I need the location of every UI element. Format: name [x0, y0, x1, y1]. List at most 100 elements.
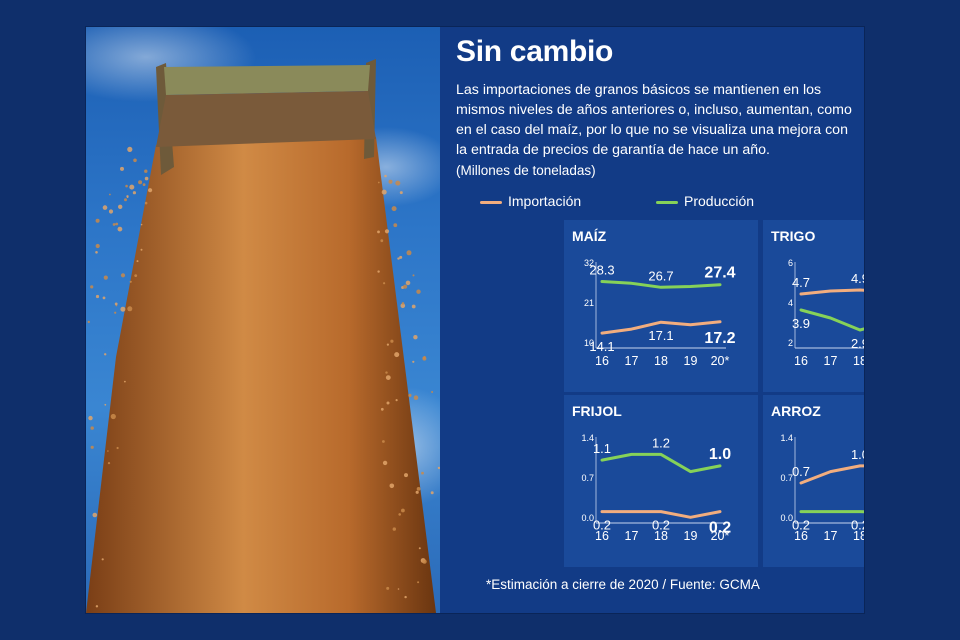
data-label-production: 26.7: [648, 268, 673, 283]
x-tick-label: 20*: [711, 354, 730, 368]
grain-particle: [422, 356, 427, 361]
y-tick-label: 0.0: [581, 513, 594, 523]
data-label-import: 1.0: [851, 447, 864, 462]
x-tick-label: 18: [853, 529, 864, 543]
grain-particle: [95, 251, 98, 254]
series-line-production: [600, 280, 722, 289]
grain-particle: [140, 223, 143, 226]
grain-photo-illustration: [86, 27, 440, 613]
data-label-import: 17.1: [648, 328, 673, 343]
grain-particle: [422, 559, 427, 564]
y-tick-label: 0.7: [581, 473, 594, 483]
grain-particle: [421, 471, 424, 475]
grain-particle: [129, 280, 132, 283]
grain-particle: [120, 166, 124, 171]
units-label: (Millones de toneladas): [456, 163, 596, 178]
grain-particle: [95, 294, 100, 299]
grain-particle: [88, 415, 93, 421]
grain-particle: [107, 462, 111, 465]
grain-particle: [108, 209, 114, 214]
data-label-production: 28.3: [589, 262, 614, 277]
grain-particle: [415, 490, 419, 494]
grain-particle: [116, 446, 119, 450]
y-tick-label: 1.4: [780, 433, 793, 443]
series-line-production: [799, 510, 864, 514]
grain-particle: [102, 296, 106, 300]
grain-particle: [393, 223, 398, 228]
grain-particle: [104, 403, 107, 406]
data-label-import: 14.1: [589, 339, 614, 354]
grain-particle: [118, 204, 123, 209]
legend-swatch-import: [480, 200, 502, 204]
y-tick-label: 4: [788, 298, 793, 308]
grain-particle: [103, 275, 108, 280]
data-label-import: 0.2: [652, 518, 670, 533]
grain-particle: [112, 223, 116, 226]
grain-particle: [380, 239, 384, 243]
data-label-production: 3.9: [792, 316, 810, 331]
grain-particle: [144, 201, 148, 205]
grain-particle: [400, 303, 406, 309]
grain-particle: [115, 222, 119, 226]
series-line-production: [799, 308, 864, 332]
grain-particle: [405, 280, 411, 286]
grain-particle: [385, 371, 388, 374]
grain-particle: [142, 183, 146, 187]
y-tick-label: 6: [788, 258, 793, 268]
grain-particle: [388, 179, 393, 184]
panel-title: TRIGO: [771, 228, 815, 244]
grain-particle: [114, 302, 118, 306]
grain-particle: [401, 302, 405, 305]
data-label-import: 0.2: [709, 520, 731, 537]
grain-particle: [132, 191, 136, 195]
grain-particle: [140, 248, 143, 251]
grain-particle: [380, 407, 384, 411]
x-tick-label: 17: [824, 354, 838, 368]
grain-particle: [403, 284, 408, 289]
description-text: Las importaciones de granos básicos se m…: [456, 82, 852, 158]
grain-particle: [391, 206, 397, 212]
grain-particle: [127, 306, 133, 312]
y-tick-label: 32: [584, 258, 594, 268]
content-area: Sin cambio Las importaciones de granos b…: [440, 27, 864, 613]
grain-particle: [102, 205, 108, 210]
grain-particle: [124, 198, 127, 202]
grain-particle: [114, 311, 117, 314]
grain-photo: [86, 27, 440, 613]
grain-particle: [117, 226, 123, 232]
grain-particle: [377, 270, 380, 273]
grain-particle: [386, 586, 390, 590]
chute-top: [164, 65, 370, 95]
grain-particle: [412, 274, 415, 277]
grain-particle: [109, 193, 111, 196]
grain-particle: [417, 581, 420, 584]
grain-particle: [90, 285, 94, 289]
grain-particle: [110, 413, 116, 420]
grain-particle: [104, 353, 107, 356]
data-label-production: 0.2: [851, 518, 864, 533]
series-line-import: [600, 320, 722, 335]
grain-particle: [381, 189, 387, 195]
grain-particle: [138, 180, 143, 185]
x-tick-label: 16: [794, 354, 808, 368]
data-label-production: 0.2: [792, 518, 810, 533]
grain-particle: [386, 343, 389, 346]
x-tick-label: 19: [684, 529, 698, 543]
legend-label-import: Importación: [508, 193, 582, 209]
grain-particle: [431, 391, 434, 393]
grain-particle: [395, 399, 398, 402]
x-tick-label: 16: [794, 529, 808, 543]
x-tick-label: 16: [595, 354, 609, 368]
chart-panel-trigo: TRIGO6421617181920*4.74.95.23.92.93.0: [763, 220, 864, 392]
grain-particle: [133, 158, 137, 163]
grain-particle: [412, 360, 415, 363]
x-tick-label: 19: [684, 354, 698, 368]
legend-label-production: Producción: [684, 193, 755, 209]
y-tick-label: 21: [584, 298, 594, 308]
series-line-import: [799, 464, 864, 485]
x-tick-label: 17: [625, 529, 639, 543]
legend-swatch-production: [656, 200, 678, 204]
grain-particle: [418, 547, 421, 550]
